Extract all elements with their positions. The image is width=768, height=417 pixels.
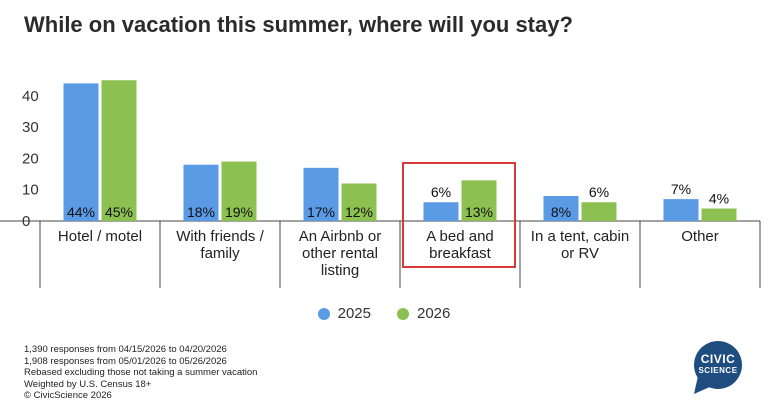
bar-2025 <box>543 195 579 221</box>
bar-2026 <box>701 208 737 221</box>
logo-text-science: SCIENCE <box>698 366 738 375</box>
category-label: In a tent, cabin <box>531 228 629 245</box>
bar-2025 <box>303 167 339 221</box>
legend: 2025 2026 <box>0 305 768 322</box>
category-label: breakfast <box>429 245 492 262</box>
bar-2026 <box>461 180 497 221</box>
category-label: A bed and <box>426 228 494 245</box>
bar-2026 <box>341 183 377 221</box>
y-tick-label: 10 <box>22 182 39 199</box>
footnote-line: © CivicScience 2026 <box>24 390 112 401</box>
data-label-2025: 7% <box>671 181 691 197</box>
y-tick-label: 20 <box>22 150 39 167</box>
footnote-line: Rebased excluding those not taking a sum… <box>24 367 258 378</box>
category-label: An Airbnb or <box>299 228 382 245</box>
chart-title: While on vacation this summer, where wil… <box>24 12 573 37</box>
data-label-2026: 12% <box>345 204 373 220</box>
bar-2025 <box>663 199 699 221</box>
data-label-2025: 44% <box>67 204 95 220</box>
y-tick-label: 40 <box>22 88 39 105</box>
footnotes: 1,390 responses from 04/15/2026 to 04/20… <box>24 344 257 402</box>
data-label-2026: 13% <box>465 204 493 220</box>
data-label-2026: 45% <box>105 204 133 220</box>
category-label: or RV <box>561 245 599 262</box>
legend-swatch-2026 <box>397 307 409 320</box>
bar-2026 <box>101 80 137 222</box>
data-label-2025: 8% <box>551 204 571 220</box>
legend-item-2026: 2026 <box>397 305 450 322</box>
data-label-2026: 19% <box>225 204 253 220</box>
category-label: other rental <box>302 245 378 262</box>
data-label-2026: 6% <box>589 184 609 200</box>
footnote-line: 1,390 responses from 04/15/2026 to 04/20… <box>24 344 227 355</box>
bar-2026 <box>581 202 617 221</box>
category-label: Other <box>681 228 719 245</box>
civicscience-logo: CIVIC SCIENCE <box>690 340 746 396</box>
category-label: With friends / <box>176 228 264 245</box>
category-label: Hotel / motel <box>58 228 142 245</box>
bar-2025 <box>183 164 219 221</box>
category-label: family <box>200 245 240 262</box>
footnote-line: 1,908 responses from 05/01/2026 to 05/26… <box>24 355 227 367</box>
data-label-2025: 17% <box>307 204 335 220</box>
legend-label-2025: 2025 <box>337 305 371 322</box>
logo-text-civic: CIVIC <box>700 352 736 366</box>
category-label: listing <box>321 262 359 279</box>
y-tick-label: 30 <box>22 119 39 136</box>
legend-swatch-2025 <box>317 307 330 320</box>
bar-2025 <box>423 202 459 221</box>
bar-2026 <box>221 161 257 221</box>
legend-item-2025: 2025 <box>317 305 371 322</box>
speech-bubble-icon <box>694 341 742 394</box>
data-label-2025: 6% <box>431 184 451 200</box>
highlight-box <box>402 162 516 268</box>
footnote-line: Weighted by U.S. Census 18+ <box>24 378 152 390</box>
data-label-2025: 18% <box>187 204 215 220</box>
data-label-2026: 4% <box>709 190 729 206</box>
legend-label-2026: 2026 <box>417 305 451 322</box>
bar-2025 <box>63 83 99 221</box>
